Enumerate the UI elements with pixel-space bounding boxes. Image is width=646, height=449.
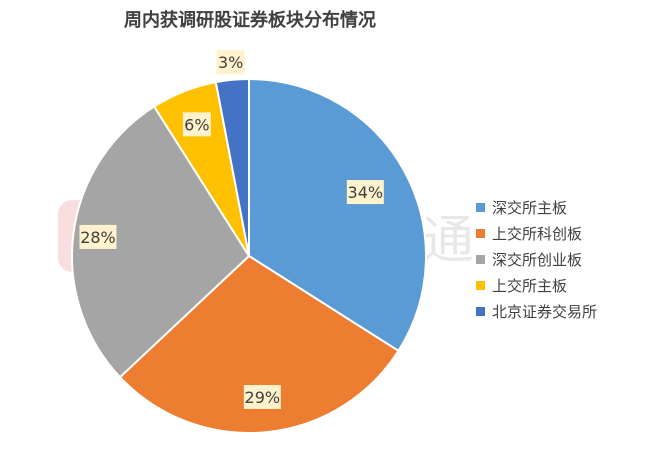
data-label-box — [79, 224, 117, 249]
pie-slice-3 — [71, 105, 251, 379]
legend-item: 上交所科创板 — [476, 220, 597, 246]
legend-item: 深交所创业板 — [476, 246, 597, 272]
pie-slice-1 — [248, 77, 427, 353]
legend-label: 深交所主板 — [492, 198, 568, 217]
data-label-text: 3% — [218, 53, 243, 72]
legend-item: 深交所主板 — [476, 194, 597, 220]
legend-label: 上交所主板 — [492, 276, 568, 295]
legend-item: 北京证券交易所 — [476, 298, 597, 324]
pie-data-labels: 34% 29% 28% 6% 3% — [79, 50, 384, 409]
data-label-text: 34% — [348, 183, 384, 202]
data-label-5: 3% — [216, 50, 245, 75]
data-label-2: 29% — [243, 384, 281, 409]
data-label-box — [346, 180, 384, 205]
data-label-text: 28% — [80, 228, 116, 247]
data-label-1: 34% — [346, 180, 384, 205]
chart-title: 周内获调研股证券板块分布情况 — [124, 10, 376, 31]
pie-slice-2 — [118, 254, 400, 434]
legend-swatch — [476, 228, 485, 238]
pie-slice-5 — [214, 77, 250, 257]
data-label-box — [216, 50, 245, 75]
legend-swatch — [476, 202, 485, 212]
data-label-4: 6% — [182, 112, 211, 137]
legend: 深交所主板上交所科创板 深交所创业板 上交所主板北京证券交易所 — [476, 194, 597, 324]
data-label-text: 6% — [184, 115, 209, 134]
legend-swatch — [476, 280, 485, 290]
legend-item: 上交所主板 — [476, 272, 597, 298]
legend-label: 深交所创业板 — [492, 250, 583, 269]
legend-label: 上交所科创板 — [492, 224, 583, 243]
pie-slices — [71, 77, 427, 434]
data-label-box — [243, 384, 281, 409]
legend-swatch — [476, 306, 485, 316]
legend-swatch — [476, 254, 485, 264]
data-label-box — [182, 112, 211, 137]
data-label-text: 29% — [245, 388, 281, 407]
data-label-3: 28% — [79, 224, 117, 249]
legend-label: 北京证券交易所 — [492, 302, 598, 321]
